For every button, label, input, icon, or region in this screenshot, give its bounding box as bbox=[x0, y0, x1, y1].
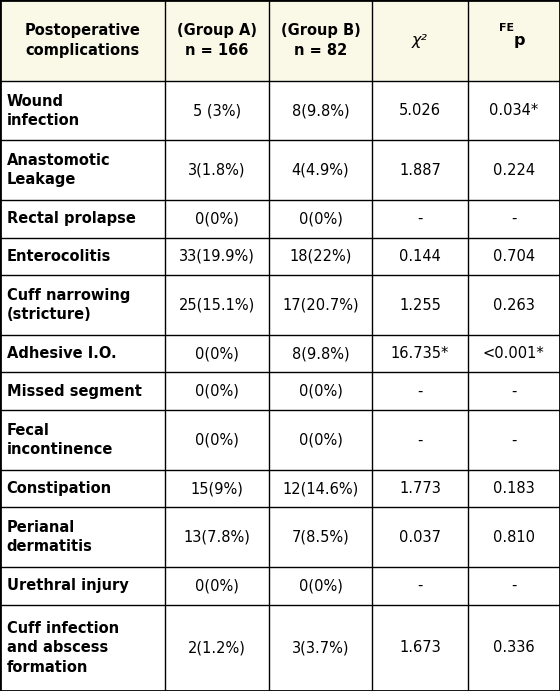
Text: 0(0%): 0(0%) bbox=[195, 346, 239, 361]
Text: 0(0%): 0(0%) bbox=[195, 578, 239, 594]
Text: 0.144: 0.144 bbox=[399, 249, 441, 264]
Text: Postoperative
complications: Postoperative complications bbox=[25, 23, 141, 58]
Text: p: p bbox=[514, 33, 525, 48]
Text: -: - bbox=[417, 211, 423, 226]
Text: 12(14.6%): 12(14.6%) bbox=[282, 481, 359, 496]
Text: 2(1.2%): 2(1.2%) bbox=[188, 641, 246, 655]
Text: 33(19.9%): 33(19.9%) bbox=[179, 249, 255, 264]
Text: χ²: χ² bbox=[412, 33, 428, 48]
Text: -: - bbox=[511, 211, 516, 226]
Text: -: - bbox=[511, 578, 516, 594]
Text: 0(0%): 0(0%) bbox=[298, 433, 343, 448]
Text: 0.183: 0.183 bbox=[493, 481, 535, 496]
Text: -: - bbox=[511, 433, 516, 448]
Text: -: - bbox=[417, 433, 423, 448]
Text: Urethral injury: Urethral injury bbox=[7, 578, 128, 594]
Text: 7(8.5%): 7(8.5%) bbox=[292, 529, 349, 545]
Text: 15(9%): 15(9%) bbox=[190, 481, 244, 496]
Text: 5.026: 5.026 bbox=[399, 103, 441, 118]
Text: 3(1.8%): 3(1.8%) bbox=[188, 162, 246, 178]
Text: Wound
infection: Wound infection bbox=[7, 93, 80, 128]
Text: 13(7.8%): 13(7.8%) bbox=[184, 529, 250, 545]
Text: 1.887: 1.887 bbox=[399, 162, 441, 178]
Text: 5 (3%): 5 (3%) bbox=[193, 103, 241, 118]
Text: 0.704: 0.704 bbox=[493, 249, 535, 264]
Bar bbox=[0, 0, 560, 81]
Text: Enterocolitis: Enterocolitis bbox=[7, 249, 111, 264]
Text: 0.224: 0.224 bbox=[493, 162, 535, 178]
Text: 1.773: 1.773 bbox=[399, 481, 441, 496]
Text: 1.255: 1.255 bbox=[399, 298, 441, 312]
Text: 0(0%): 0(0%) bbox=[298, 211, 343, 226]
Text: 0(0%): 0(0%) bbox=[195, 384, 239, 399]
Text: Constipation: Constipation bbox=[7, 481, 112, 496]
Text: 4(4.9%): 4(4.9%) bbox=[292, 162, 349, 178]
Text: Cuff narrowing
(stricture): Cuff narrowing (stricture) bbox=[7, 288, 130, 322]
Text: (Group B)
n = 82: (Group B) n = 82 bbox=[281, 23, 361, 58]
Text: -: - bbox=[417, 384, 423, 399]
Text: 0(0%): 0(0%) bbox=[298, 578, 343, 594]
Text: 8(9.8%): 8(9.8%) bbox=[292, 346, 349, 361]
Text: 17(20.7%): 17(20.7%) bbox=[282, 298, 359, 312]
Text: 16.735*: 16.735* bbox=[391, 346, 449, 361]
Text: 0.034*: 0.034* bbox=[489, 103, 538, 118]
Text: -: - bbox=[417, 578, 423, 594]
Text: (Group A)
n = 166: (Group A) n = 166 bbox=[177, 23, 257, 58]
Text: Rectal prolapse: Rectal prolapse bbox=[7, 211, 136, 226]
Text: 0.037: 0.037 bbox=[399, 529, 441, 545]
Text: 18(22%): 18(22%) bbox=[290, 249, 352, 264]
Text: 0(0%): 0(0%) bbox=[195, 211, 239, 226]
Text: 0(0%): 0(0%) bbox=[195, 433, 239, 448]
Text: Anastomotic
Leakage: Anastomotic Leakage bbox=[7, 153, 110, 187]
Text: 25(15.1%): 25(15.1%) bbox=[179, 298, 255, 312]
Text: FE: FE bbox=[499, 23, 514, 33]
Text: 0.336: 0.336 bbox=[493, 641, 535, 655]
Text: Missed segment: Missed segment bbox=[7, 384, 142, 399]
Text: <0.001*: <0.001* bbox=[483, 346, 545, 361]
Text: 0.810: 0.810 bbox=[493, 529, 535, 545]
Text: 3(3.7%): 3(3.7%) bbox=[292, 641, 349, 655]
Text: Fecal
incontinence: Fecal incontinence bbox=[7, 423, 113, 457]
Text: Perianal
dermatitis: Perianal dermatitis bbox=[7, 520, 92, 554]
Text: 0(0%): 0(0%) bbox=[298, 384, 343, 399]
Text: Cuff infection
and abscess
formation: Cuff infection and abscess formation bbox=[7, 621, 119, 674]
Text: Adhesive I.O.: Adhesive I.O. bbox=[7, 346, 116, 361]
Text: -: - bbox=[511, 384, 516, 399]
Text: 0.263: 0.263 bbox=[493, 298, 535, 312]
Text: 1.673: 1.673 bbox=[399, 641, 441, 655]
Text: 8(9.8%): 8(9.8%) bbox=[292, 103, 349, 118]
